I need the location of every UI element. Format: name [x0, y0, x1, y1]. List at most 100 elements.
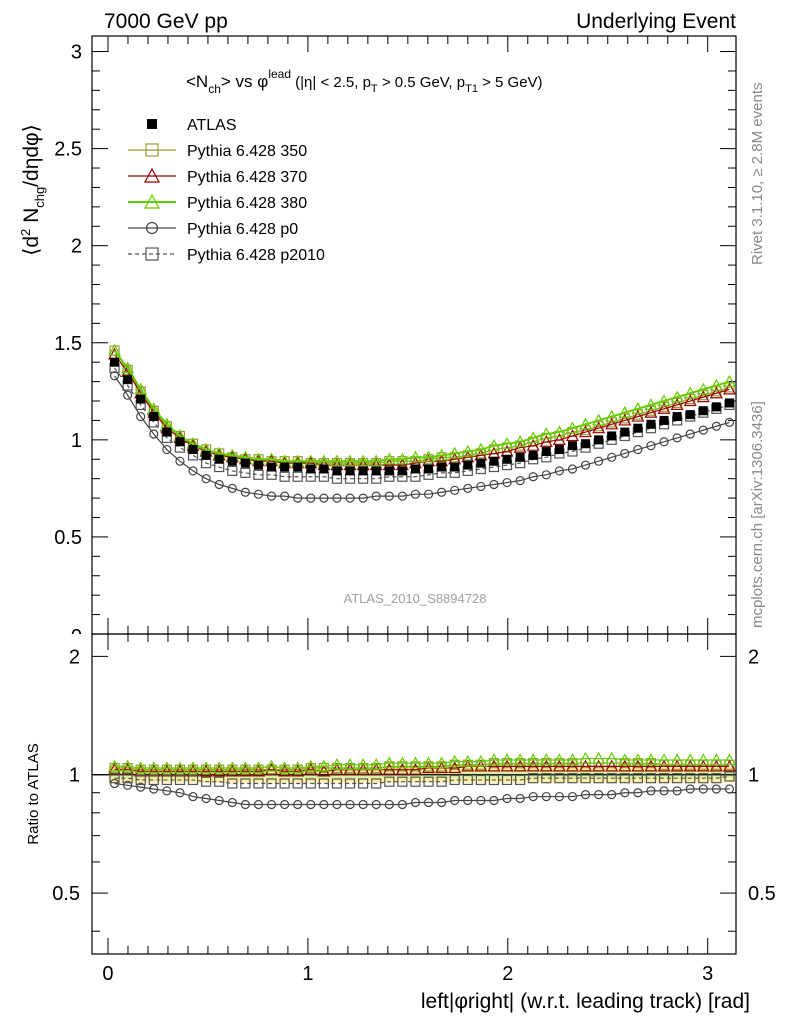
data-point — [594, 456, 604, 466]
ratio-point — [579, 759, 593, 772]
data-point — [722, 374, 736, 387]
ratio-point — [593, 773, 604, 784]
series-line — [114, 375, 730, 499]
data-point — [709, 378, 723, 391]
ratio-series-1 — [108, 759, 736, 777]
data-point — [646, 419, 656, 429]
data-point — [136, 394, 146, 404]
data-point — [580, 460, 591, 470]
ratio-point — [435, 756, 449, 769]
data-point — [424, 464, 434, 474]
data-point — [437, 462, 447, 472]
ratio-point — [344, 778, 356, 789]
data-point — [552, 425, 566, 438]
data-point — [670, 398, 684, 410]
ratio-point — [711, 784, 721, 794]
data-point — [683, 394, 697, 407]
ratio-point — [422, 756, 436, 769]
series-0 — [110, 357, 734, 476]
ratio-point — [657, 759, 671, 772]
data-point — [502, 477, 512, 488]
data-point — [240, 487, 250, 497]
data-point — [659, 415, 669, 425]
ratio-point — [709, 753, 723, 766]
data-point — [397, 466, 407, 476]
data-point — [293, 493, 303, 503]
ratio-point — [670, 759, 684, 772]
ratio-point — [620, 788, 630, 798]
data-point — [696, 390, 710, 403]
ratio-point — [292, 778, 303, 789]
plot-title: <Nch> vs φlead (|η| < 2.5, pT > 0.5 GeV,… — [186, 67, 543, 96]
data-point — [149, 412, 159, 422]
data-point — [541, 470, 551, 480]
data-point — [253, 489, 264, 499]
ratio-point — [240, 799, 250, 810]
ratio-point — [657, 753, 671, 766]
ratio-point — [253, 799, 264, 810]
data-point — [631, 402, 645, 414]
data-point — [201, 474, 211, 484]
series-5 — [109, 362, 735, 484]
ratio-point — [475, 774, 486, 786]
legend: ATLAS Pythia 6.428 350 Pythia 6.428 370 Pyt… — [128, 117, 325, 264]
ratio-point — [136, 782, 146, 792]
data-point — [474, 442, 488, 455]
axis-tick-labels: 0 1 2 3 0.5 1 1.5 2 2.5 3 0 0.5 0.5 1 1 2 2 — [52, 42, 776, 985]
ratio-point — [305, 778, 316, 789]
data-point — [724, 417, 735, 427]
ratio-point — [410, 797, 421, 808]
ratio-point — [227, 797, 237, 808]
ratio-point — [476, 795, 486, 806]
data-point — [633, 423, 643, 433]
ratio-point — [450, 795, 460, 806]
data-point — [620, 427, 630, 437]
data-point — [280, 491, 290, 501]
data-point — [463, 460, 473, 470]
legend-entry: Pythia 6.428 p0 — [128, 221, 298, 238]
data-point — [201, 450, 211, 460]
ratio-point — [567, 773, 578, 784]
y-tick-label: 2.5 — [54, 139, 82, 161]
ratio-point — [541, 791, 551, 802]
data-point — [345, 466, 355, 476]
data-point — [526, 438, 540, 451]
ratio-point — [554, 773, 565, 784]
ratio-point — [474, 754, 488, 767]
data-point — [696, 382, 710, 395]
data-point — [605, 417, 619, 430]
x-tick-label: 2 — [502, 963, 513, 985]
data-point — [594, 435, 604, 445]
ratio-point — [343, 758, 357, 770]
ratio-point — [173, 761, 187, 774]
legend-entry: Pythia 6.428 p2010 — [128, 247, 325, 264]
data-point — [410, 489, 421, 499]
data-point — [306, 493, 316, 503]
y-tick-label: 2 — [71, 236, 82, 258]
ratio-point — [552, 753, 566, 766]
ratio-point — [319, 799, 329, 810]
data-point — [450, 462, 460, 472]
data-point — [345, 493, 355, 503]
data-point — [280, 462, 290, 472]
data-point — [227, 456, 237, 466]
ratio-point — [187, 774, 199, 786]
ratio-point — [554, 791, 564, 802]
data-point — [109, 371, 120, 381]
data-point — [227, 465, 238, 477]
ratio-point — [109, 778, 120, 789]
ratio-point — [214, 795, 224, 806]
data-point — [515, 476, 525, 486]
ratio-point — [175, 788, 185, 798]
ratio-point — [293, 799, 303, 810]
data-point — [526, 431, 540, 444]
x-tick-label: 3 — [702, 963, 713, 985]
data-point — [513, 440, 527, 453]
data-point — [136, 411, 146, 422]
legend-marker — [143, 193, 161, 209]
data-point — [528, 450, 538, 460]
ratio-point — [225, 761, 239, 774]
ratio-point — [539, 759, 553, 772]
data-point — [123, 375, 133, 385]
data-point — [397, 491, 407, 501]
